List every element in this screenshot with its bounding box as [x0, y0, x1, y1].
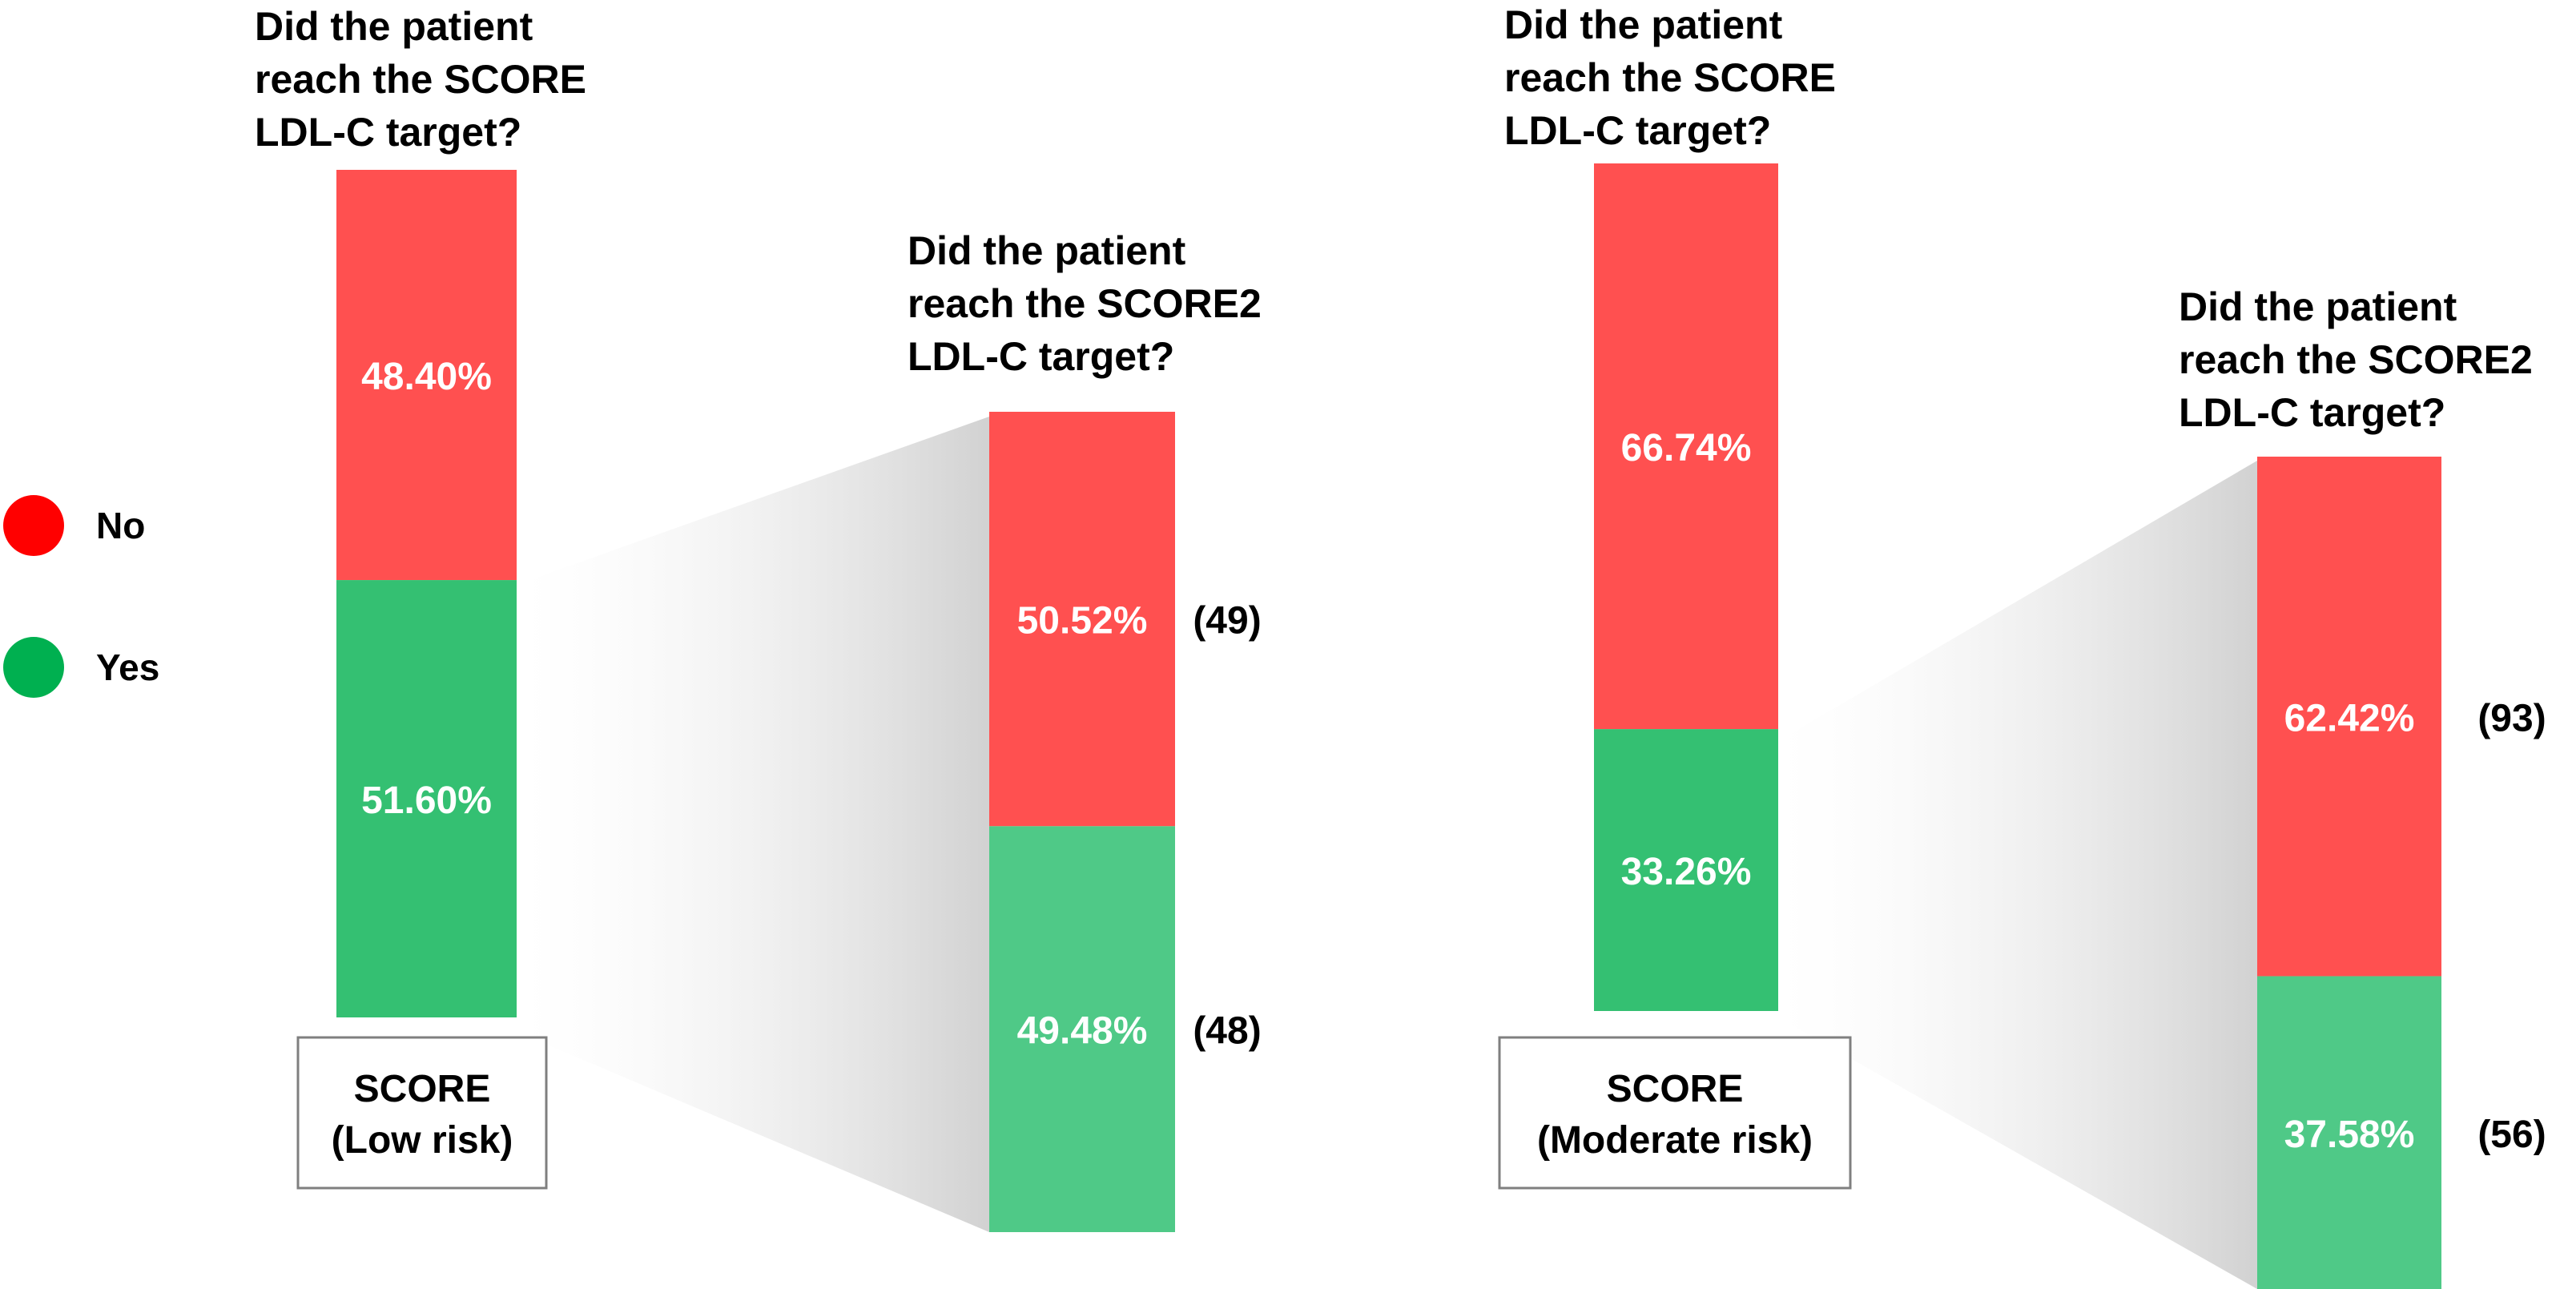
- stacked-bar-chart-3: Did the patient reach the SCORE LDL-C targ…: [1498, 2, 1852, 1190]
- bar-segment-no: [1594, 163, 1778, 730]
- bar-segment-yes: [2257, 976, 2441, 1289]
- chart-title-line: reach the SCORE: [255, 57, 586, 102]
- count-label-no: (49): [1193, 600, 1261, 642]
- funnel-connector-moderate-risk: [1778, 461, 2257, 1289]
- bar-segment-yes: [989, 826, 1175, 1232]
- data-label-no: 62.42%: [2284, 697, 2415, 739]
- category-label-line: (Low risk): [332, 1119, 513, 1162]
- category-label-line: SCORE: [1607, 1068, 1744, 1110]
- bar-segment-yes: [1594, 729, 1778, 1011]
- category-label-box: [296, 1036, 548, 1190]
- stacked-bar-chart-4: Did the patient reach the SCORE2 LDL-C tar…: [2179, 284, 2546, 1289]
- chart-title-line: Did the patient: [2179, 284, 2457, 329]
- chart-title-line: Did the patient: [908, 228, 1186, 273]
- chart-title-line: reach the SCORE2: [2179, 337, 2533, 382]
- legend: No Yes: [3, 495, 159, 698]
- legend-yes-label: Yes: [96, 647, 159, 688]
- data-label-no: 66.74%: [1621, 427, 1752, 469]
- bar-segment-yes: [336, 580, 517, 1017]
- data-label-no: 50.52%: [1017, 600, 1148, 642]
- count-label-no: (93): [2477, 697, 2546, 739]
- count-label-yes: (56): [2477, 1114, 2546, 1156]
- data-label-yes: 33.26%: [1621, 851, 1752, 893]
- chart-title-line: LDL-C target?: [2179, 390, 2445, 435]
- bar-segment-no: [989, 412, 1175, 827]
- legend-no-label: No: [96, 505, 145, 546]
- chart-title-line: LDL-C target?: [908, 334, 1174, 379]
- funnel-connector-low-risk: [521, 417, 989, 1232]
- category-label-line: (Moderate risk): [1537, 1119, 1813, 1162]
- category-label-box: [1498, 1036, 1852, 1190]
- bars-layer: Did the patient reach the SCORE LDL-C targ…: [255, 2, 2546, 1289]
- bar-segment-no: [2257, 457, 2441, 977]
- chart-title-line: reach the SCORE2: [908, 281, 1262, 326]
- data-label-no: 48.40%: [361, 356, 492, 398]
- chart-title-line: LDL-C target?: [1504, 108, 1771, 153]
- chart-title-line: LDL-C target?: [255, 110, 521, 155]
- stacked-bar-chart-1: Did the patient reach the SCORE LDL-C targ…: [255, 4, 586, 1190]
- chart-title-line: Did the patient: [255, 4, 533, 49]
- chart-title-line: reach the SCORE: [1504, 55, 1836, 100]
- legend-no-swatch: [3, 495, 64, 556]
- count-label-yes: (48): [1193, 1010, 1261, 1053]
- stacked-bar-chart-2: Did the patient reach the SCORE2 LDL-C tar…: [908, 228, 1262, 1232]
- legend-yes-swatch: [3, 637, 64, 698]
- category-label-line: SCORE: [354, 1068, 491, 1110]
- data-label-yes: 37.58%: [2284, 1114, 2415, 1156]
- data-label-yes: 49.48%: [1017, 1010, 1148, 1053]
- bar-segment-no: [336, 170, 517, 581]
- chart-title-line: Did the patient: [1504, 2, 1783, 47]
- funnel-connectors: [521, 417, 2257, 1289]
- data-label-yes: 51.60%: [361, 779, 492, 822]
